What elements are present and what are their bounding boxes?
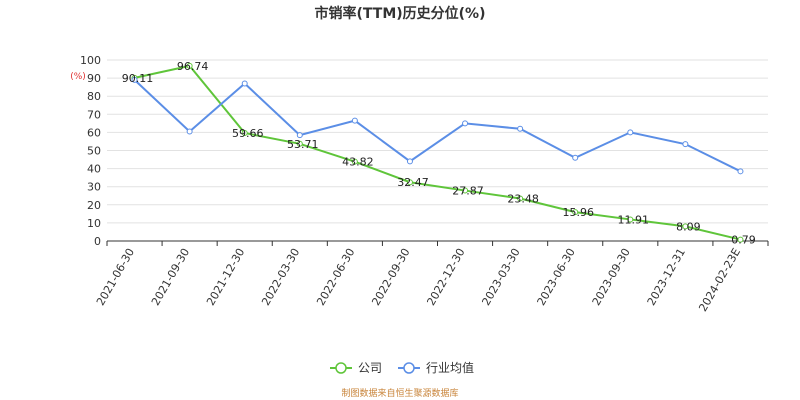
y-tick-label: 50 (87, 145, 101, 158)
data-label: 11.91 (618, 213, 650, 226)
legend[interactable]: 公司 行业均值 (330, 360, 474, 375)
data-label: 23.48 (507, 193, 539, 206)
data-point (572, 209, 579, 216)
x-tick-label: 2023-12-31 (645, 246, 688, 308)
x-tick-label: 2021-09-30 (149, 246, 192, 308)
data-point (351, 117, 358, 124)
data-label: 15.96 (562, 206, 594, 219)
data-label: 53.71 (287, 138, 319, 151)
data-point (296, 132, 303, 139)
legend-item[interactable]: 公司 (330, 361, 382, 375)
data-point (406, 158, 413, 165)
x-tick-label: 2021-06-30 (94, 246, 137, 308)
y-tick-label: 20 (87, 199, 101, 212)
data-label: 96.74 (177, 60, 209, 73)
y-tick-label: 0 (94, 235, 101, 248)
legend-marker-icon (335, 362, 347, 374)
data-point (186, 62, 193, 69)
x-tick-label: 2024-02-23E (696, 246, 743, 314)
x-axis-ticks: 2021-06-30 2021-09-30 2021-12-30 2022-03-30… (94, 241, 769, 314)
data-label: 32.47 (397, 176, 429, 189)
data-point (572, 154, 579, 161)
data-labels: 90.11 96.74 59.66 53.71 43.82 32.47 27.87 23.48… (122, 60, 756, 247)
y-axis-ticks: 0 10 20 30 40 50 60 70 80 90 100 (80, 54, 101, 248)
x-tick-label: 2022-06-30 (314, 246, 357, 308)
data-point (406, 179, 413, 186)
y-tick-label: 70 (87, 108, 101, 121)
y-tick-label: 40 (87, 163, 101, 176)
data-point (517, 195, 524, 202)
data-point (517, 125, 524, 132)
legend-label: 公司 (358, 361, 382, 375)
data-point (241, 130, 248, 137)
data-point (682, 223, 689, 230)
y-tick-label: 100 (80, 54, 101, 67)
series-group (131, 62, 744, 243)
data-label: 8.09 (676, 220, 701, 233)
y-tick-label: 30 (87, 181, 101, 194)
legend-item[interactable]: 行业均值 (398, 360, 474, 375)
x-tick-label: 2022-09-30 (369, 246, 412, 308)
data-point (682, 141, 689, 148)
series-line (133, 79, 741, 173)
legend-label: 行业均值 (426, 360, 474, 375)
data-point (737, 168, 744, 175)
x-tick-label: 2023-09-30 (590, 246, 633, 308)
data-point (241, 80, 248, 87)
y-tick-label: 80 (87, 90, 101, 103)
x-tick-label: 2023-06-30 (535, 246, 578, 308)
data-point (186, 128, 193, 135)
legend-marker-icon (403, 362, 415, 374)
data-label: 59.66 (232, 127, 264, 140)
y-tick-label: 10 (87, 217, 101, 230)
data-label: 0.79 (731, 234, 756, 247)
data-label: 27.87 (452, 185, 484, 198)
data-point (296, 140, 303, 147)
data-label: 43.82 (342, 156, 374, 169)
y-axis-unit: (%) (70, 72, 86, 82)
data-point (131, 76, 138, 83)
data-label: 90.11 (122, 72, 154, 85)
data-point (627, 216, 634, 223)
x-tick-label: 2021-12-30 (204, 246, 247, 308)
x-tick-label: 2022-12-30 (424, 246, 467, 308)
series-line (134, 64, 741, 241)
data-point (462, 187, 469, 194)
data-point (627, 129, 634, 136)
x-tick-label: 2022-03-30 (259, 246, 302, 308)
chart-title: 市销率(TTM)历史分位(%) (315, 5, 486, 22)
x-tick-label: 2023-03-30 (479, 246, 522, 308)
data-point (462, 120, 469, 127)
y-tick-label: 90 (87, 72, 101, 85)
y-tick-label: 60 (87, 126, 101, 139)
data-point (737, 236, 744, 243)
source-note: 制图数据来自恒生聚源数据库 (341, 387, 458, 399)
data-point (351, 158, 358, 165)
